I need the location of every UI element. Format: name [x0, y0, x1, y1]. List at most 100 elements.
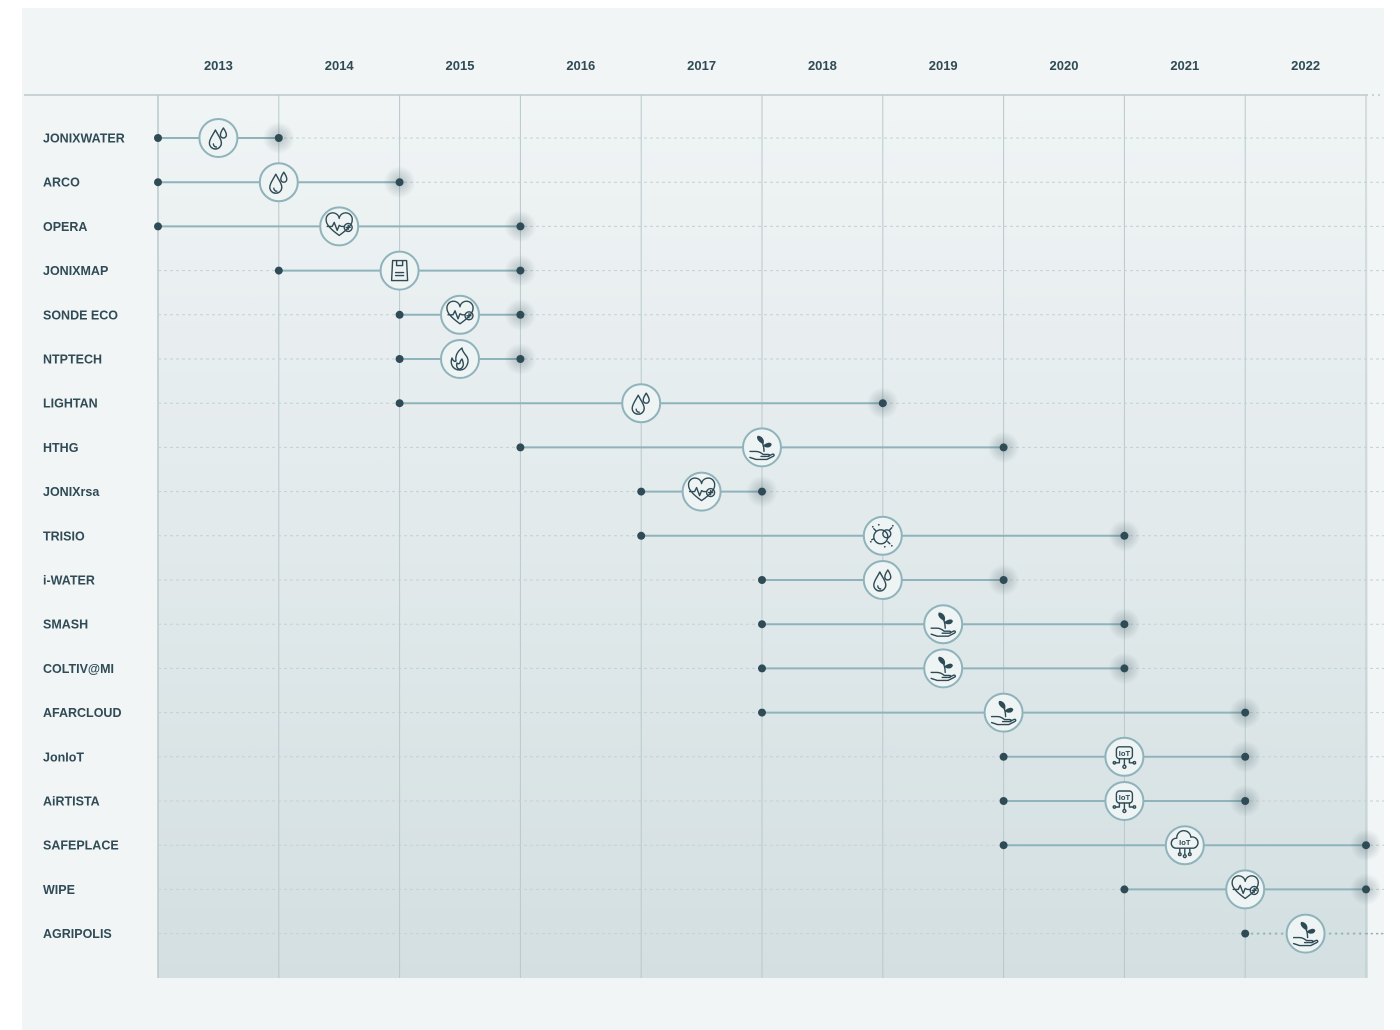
icon-badge	[923, 648, 964, 689]
project-start-dot	[395, 399, 404, 408]
icon-badge	[258, 162, 299, 203]
project-label: SONDE ECO	[43, 308, 118, 322]
project-start-dot	[154, 222, 162, 231]
project-label: COLTIV@MI	[43, 662, 114, 676]
project-label: JONIXWATER	[43, 132, 125, 146]
project-row: HTHG	[43, 427, 1384, 468]
year-header: 2013 2014 2015 2016 2017 2018 2019 2020 2021 2022	[204, 58, 1320, 73]
project-label: SAFEPLACE	[43, 839, 119, 853]
svg-text:IoT: IoT	[1179, 838, 1191, 847]
project-end-dot	[999, 576, 1008, 584]
project-start-dot	[758, 708, 766, 717]
year-label: 2017	[687, 58, 716, 73]
plant-hand-icon	[1285, 913, 1326, 954]
year-label: 2021	[1170, 58, 1199, 73]
water-drop-icon	[198, 118, 239, 158]
svg-text:IoT: IoT	[1119, 793, 1131, 802]
year-label: 2013	[204, 58, 233, 73]
project-row: OPERA	[43, 206, 1384, 247]
project-end-dot	[395, 178, 404, 187]
project-label: JONIXMAP	[43, 264, 108, 278]
project-row: TRISIO	[43, 515, 1384, 556]
project-label: AiRTISTA	[43, 795, 100, 809]
project-start-dot	[1241, 929, 1250, 938]
project-label: JonIoT	[43, 750, 84, 764]
project-end-dot	[999, 443, 1008, 452]
project-row: COLTIV@MI	[43, 648, 1384, 689]
year-label: 2015	[446, 58, 475, 73]
project-row: AFARCLOUD	[43, 692, 1384, 733]
project-end-dot	[516, 310, 525, 319]
project-row: NTPTECH	[43, 339, 1384, 379]
icon-badge	[742, 427, 782, 468]
project-end-dot	[1241, 797, 1250, 805]
project-end-dot	[516, 355, 525, 363]
icon-badge	[440, 339, 480, 379]
project-label: i-WATER	[43, 574, 95, 588]
project-end-dot	[516, 266, 525, 275]
project-start-dot	[154, 178, 162, 187]
heart-health-icon	[681, 471, 722, 512]
project-start-dot	[516, 443, 525, 452]
project-label: WIPE	[43, 883, 75, 897]
project-start-dot	[999, 841, 1008, 850]
bag-icon	[379, 250, 420, 291]
project-rows: JONIXWATER ARCO OPERA JONIXMAP SONDE ECO NTPT…	[43, 118, 1384, 954]
project-row: LIGHTAN	[43, 383, 1384, 424]
plant-hand-icon	[983, 692, 1024, 733]
project-row: JonIoT IoT	[43, 736, 1384, 777]
icon-badge	[1104, 781, 1145, 821]
project-label: OPERA	[43, 220, 87, 234]
project-label: AFARCLOUD	[43, 706, 121, 720]
project-row: SAFEPLACE IoT	[43, 825, 1384, 866]
project-end-dot	[1362, 841, 1370, 850]
year-label: 2020	[1050, 58, 1079, 73]
plant-hand-icon	[923, 648, 964, 689]
water-drop-icon	[258, 162, 299, 203]
project-start-dot	[999, 797, 1008, 805]
icon-badge	[1164, 825, 1205, 866]
project-label: TRISIO	[43, 529, 85, 543]
icon-badge	[983, 692, 1024, 733]
icon-badge	[198, 118, 239, 158]
heart-health-icon	[319, 206, 360, 247]
project-start-dot	[637, 487, 646, 496]
svg-text:IoT: IoT	[1119, 749, 1131, 758]
project-start-dot	[758, 576, 766, 584]
project-row: AiRTISTA IoT	[43, 781, 1384, 821]
icon-badge	[621, 383, 662, 424]
project-label: AGRIPOLIS	[43, 927, 112, 941]
project-end-dot	[1120, 620, 1129, 629]
project-end-dot	[878, 399, 887, 408]
heart-health-icon	[1225, 869, 1266, 910]
project-label: NTPTECH	[43, 353, 102, 367]
plant-hand-icon	[742, 427, 782, 468]
project-row: JONIXWATER	[43, 118, 1384, 158]
project-label: ARCO	[43, 176, 80, 190]
plant-hand-icon	[923, 604, 964, 645]
icon-badge	[923, 604, 964, 645]
project-start-dot	[1120, 885, 1129, 894]
project-row: AGRIPOLIS	[43, 913, 1384, 954]
iot-cloud-icon: IoT	[1164, 825, 1205, 866]
project-end-dot	[1120, 664, 1129, 673]
year-label: 2022	[1291, 58, 1320, 73]
project-end-dot	[1120, 531, 1129, 540]
project-end-dot	[1241, 708, 1250, 717]
project-start-dot	[154, 134, 162, 142]
project-row: JONIXrsa	[43, 471, 1384, 512]
project-label: JONIXrsa	[43, 485, 100, 499]
project-start-dot	[395, 310, 404, 319]
project-end-dot	[758, 487, 766, 496]
project-end-dot	[516, 222, 525, 231]
project-row: ARCO	[43, 162, 1384, 203]
project-row: JONIXMAP	[43, 250, 1384, 291]
icon-badge	[379, 250, 420, 291]
project-label: LIGHTAN	[43, 397, 98, 411]
project-row: WIPE	[43, 869, 1384, 910]
year-label: 2014	[325, 58, 355, 73]
year-label: 2016	[566, 58, 595, 73]
project-label: HTHG	[43, 441, 78, 455]
project-end-dot	[1241, 752, 1250, 761]
